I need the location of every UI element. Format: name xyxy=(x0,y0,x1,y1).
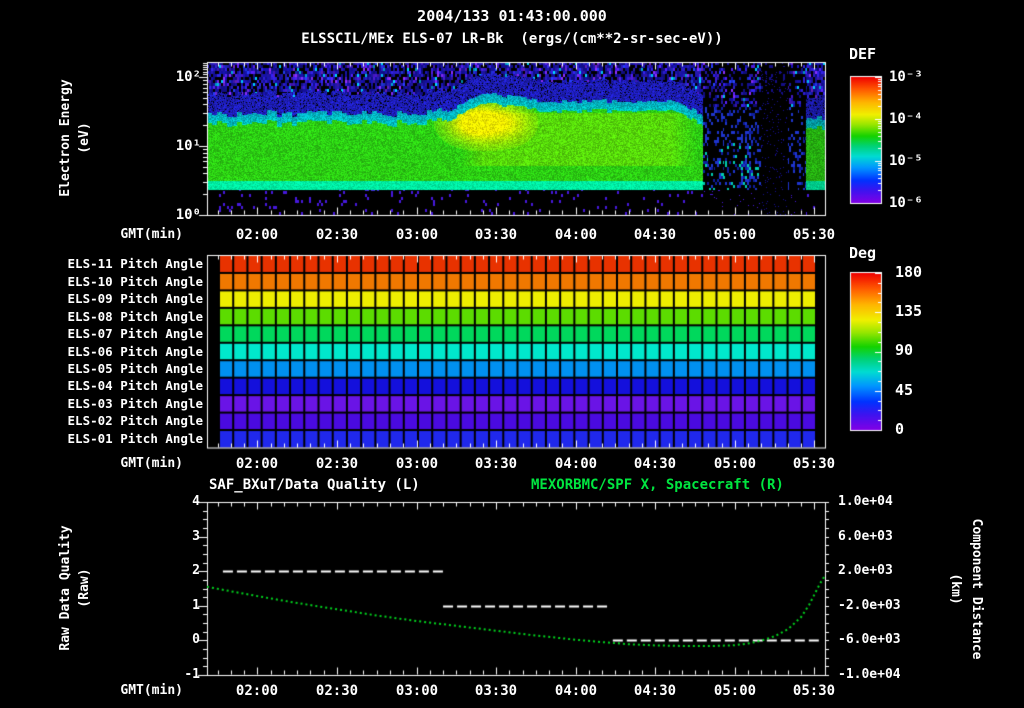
row-label-els03: ELS-03 Pitch Angle xyxy=(67,396,203,411)
bottom-ytick-left: 4 xyxy=(192,494,200,509)
deg-colorbar-tick: 180 xyxy=(895,263,923,281)
def-colorbar-tick: 10⁻⁶ xyxy=(889,195,923,211)
top-ytick: 10⁰ xyxy=(175,207,201,223)
page-title: 2004/133 01:43:00.000 xyxy=(417,7,607,25)
bottom-ytick-left: -1 xyxy=(184,667,200,682)
middle-time-tick: 02:00 xyxy=(235,456,279,472)
row-label-els05: ELS-05 Pitch Angle xyxy=(67,361,203,376)
bottom-time-tick: 03:00 xyxy=(395,683,439,699)
middle-time-tick: 05:00 xyxy=(713,456,757,472)
top-gmt-label: GMT(min) xyxy=(120,227,183,242)
top-time-tick: 02:00 xyxy=(235,227,279,243)
bottom-ytick-left: 1 xyxy=(192,598,200,613)
bottom-ylabel-right: Component Distance xyxy=(969,518,984,660)
def-colorbar-tick: 10⁻³ xyxy=(889,69,923,85)
middle-time-tick: 05:30 xyxy=(792,456,836,472)
bottom-time-tick: 04:30 xyxy=(633,683,677,699)
deg-colorbar-tick: 135 xyxy=(895,302,923,320)
row-label-els02: ELS-02 Pitch Angle xyxy=(67,413,203,428)
bottom-ytick-right: 1.0e+04 xyxy=(838,494,893,509)
top-time-tick: 02:30 xyxy=(315,227,359,243)
top-time-tick: 04:30 xyxy=(633,227,677,243)
bottom-time-tick: 04:00 xyxy=(554,683,598,699)
row-label-els09: ELS-09 Pitch Angle xyxy=(67,291,203,306)
top-time-tick: 05:00 xyxy=(713,227,757,243)
bottom-ylabel-left: Raw Data Quality xyxy=(58,525,73,651)
bottom-title-right: MEXORBMC/SPF X, Spacecraft (R) xyxy=(531,477,784,493)
bottom-ytick-left: 2 xyxy=(192,563,200,578)
row-label-els07: ELS-07 Pitch Angle xyxy=(67,326,203,341)
top-ylabel-units: (eV) xyxy=(77,122,92,154)
row-label-els10: ELS-10 Pitch Angle xyxy=(67,274,203,289)
bottom-time-tick: 02:30 xyxy=(315,683,359,699)
bottom-ytick-right: 6.0e+03 xyxy=(838,529,893,544)
bottom-ytick-right: -1.0e+04 xyxy=(838,667,901,682)
bottom-time-tick: 05:00 xyxy=(713,683,757,699)
deg-colorbar-title: Deg xyxy=(849,244,877,262)
row-label-els06: ELS-06 Pitch Angle xyxy=(67,344,203,359)
bottom-ylabel-left-units: (Raw) xyxy=(77,568,92,608)
middle-time-tick: 04:00 xyxy=(554,456,598,472)
deg-colorbar-tick: 0 xyxy=(895,420,905,438)
top-ytick: 10¹ xyxy=(175,138,201,154)
bottom-ylabel-right-units: (km) xyxy=(948,573,963,605)
top-ylabel: Electron Energy xyxy=(58,79,73,197)
bottom-time-tick: 05:30 xyxy=(792,683,836,699)
bottom-time-tick: 02:00 xyxy=(235,683,279,699)
row-label-els01: ELS-01 Pitch Angle xyxy=(67,431,203,446)
middle-gmt-label: GMT(min) xyxy=(120,456,183,471)
def-colorbar-tick: 10⁻⁵ xyxy=(889,153,923,169)
top-time-tick: 05:30 xyxy=(792,227,836,243)
deg-colorbar-tick: 90 xyxy=(895,341,914,359)
top-time-tick: 03:00 xyxy=(395,227,439,243)
page-subtitle: ELSSCIL/MEx ELS-07 LR-Bk (ergs/(cm**2-sr… xyxy=(301,31,723,47)
row-label-els04: ELS-04 Pitch Angle xyxy=(67,378,203,393)
bottom-ytick-left: 0 xyxy=(192,632,200,647)
bottom-time-tick: 03:30 xyxy=(474,683,518,699)
row-label-els08: ELS-08 Pitch Angle xyxy=(67,309,203,324)
middle-time-tick: 03:00 xyxy=(395,456,439,472)
bottom-ytick-right: -2.0e+03 xyxy=(838,598,901,613)
middle-time-tick: 04:30 xyxy=(633,456,677,472)
middle-time-tick: 03:30 xyxy=(474,456,518,472)
def-colorbar-tick: 10⁻⁴ xyxy=(889,111,923,127)
row-label-els11: ELS-11 Pitch Angle xyxy=(67,256,203,271)
deg-colorbar-tick: 45 xyxy=(895,381,914,399)
bottom-ytick-right: 2.0e+03 xyxy=(838,563,893,578)
bottom-title-left: SAF_BXuT/Data Quality (L) xyxy=(209,477,420,493)
top-time-tick: 03:30 xyxy=(474,227,518,243)
bottom-ytick-right: -6.0e+03 xyxy=(838,632,901,647)
top-time-tick: 04:00 xyxy=(554,227,598,243)
bottom-ytick-left: 3 xyxy=(192,529,200,544)
middle-time-tick: 02:30 xyxy=(315,456,359,472)
top-ytick: 10² xyxy=(175,69,201,85)
bottom-gmt-label: GMT(min) xyxy=(120,683,183,698)
def-colorbar-title: DEF xyxy=(849,45,877,63)
